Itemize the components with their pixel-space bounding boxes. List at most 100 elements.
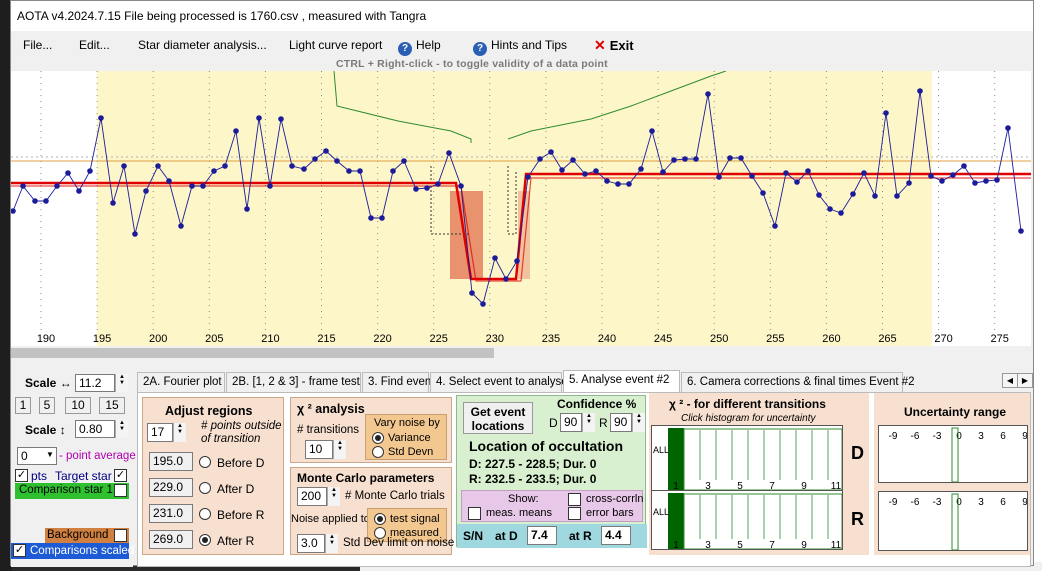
- data-point: [705, 91, 711, 97]
- background-row: [45, 528, 129, 543]
- trials-spinner[interactable]: ▲ ▼: [327, 487, 340, 506]
- data-point: [32, 198, 38, 204]
- data-point: [514, 258, 520, 264]
- points-outside-input[interactable]: 17: [147, 423, 173, 442]
- error-bars-checkbox[interactable]: [568, 507, 581, 520]
- meas-means-checkbox[interactable]: [468, 507, 481, 520]
- before-r-radio[interactable]: [199, 508, 211, 520]
- comparison-star-checkbox[interactable]: [114, 484, 127, 497]
- stddev-limit-spinner[interactable]: ▲ ▼: [325, 534, 338, 553]
- tab-camera-corrections[interactable]: 6. Camera corrections & final times Even…: [681, 372, 915, 392]
- data-point: [972, 180, 978, 186]
- sn-at-d-value: 7.4: [527, 526, 557, 545]
- chi-transitions-title: χ ² - for different transitions: [669, 397, 826, 411]
- d-chi-histogram[interactable]: 1 3 5 7 9 11: [651, 425, 843, 491]
- scrollbar-thumb[interactable]: [11, 348, 494, 358]
- data-point: [435, 181, 441, 187]
- chevron-down-icon[interactable]: ▼: [46, 450, 54, 459]
- cross-corrln-checkbox[interactable]: [568, 493, 581, 506]
- data-point: [983, 178, 989, 184]
- points-outside-spinner[interactable]: ▲ ▼: [173, 423, 186, 442]
- get-event-locations-button[interactable]: Get event locations: [463, 402, 533, 434]
- data-point: [861, 170, 867, 176]
- data-point: [638, 166, 644, 172]
- d-alt-model: [430, 166, 471, 235]
- tab-frame-test[interactable]: 2B. [1, 2 & 3] - frame test: [226, 372, 361, 392]
- uncertainty-tick-label: 9: [1022, 497, 1028, 508]
- light-curve-plot[interactable]: 190 195 200 205 210 215 220 225 230 235 240 245 250 2…: [11, 71, 1031, 346]
- data-point: [928, 173, 934, 179]
- scale-v-label: Scale ↕: [25, 423, 66, 437]
- confidence-r-spinner[interactable]: ▲ ▼: [632, 413, 645, 432]
- menu-light-curve-report[interactable]: Light curve report: [289, 38, 383, 52]
- d-histogram-ticks: 1 3 5 7 9 11: [673, 430, 842, 491]
- stddev-limit-input[interactable]: 3.0: [297, 534, 325, 553]
- stddev-limit-label: Std Dev limit on noise: [343, 537, 455, 549]
- transitions-label: # transitions: [297, 424, 360, 436]
- tab-fourier-plot[interactable]: 2A. Fourier plot: [137, 372, 225, 392]
- x-tick-label: 240: [598, 333, 616, 345]
- data-point: [110, 200, 116, 206]
- comparisons-scaled-checkbox[interactable]: ✓: [13, 544, 26, 557]
- r-chi-histogram[interactable]: 1 3 5 7 9 11: [651, 490, 843, 550]
- average-points-select[interactable]: 0: [17, 447, 57, 465]
- data-point: [660, 169, 666, 175]
- menu-help[interactable]: ? Help: [398, 38, 441, 56]
- background-checkbox[interactable]: [114, 529, 127, 542]
- scale-button-5[interactable]: 5: [39, 397, 55, 414]
- pts-checkbox[interactable]: ✓: [15, 469, 28, 482]
- tab-scroll-right-icon[interactable]: ▶: [1017, 373, 1033, 388]
- tab-find-events[interactable]: 3. Find events: [362, 372, 440, 392]
- x-tick-label: 195: [93, 333, 111, 345]
- stddevn-radio[interactable]: [372, 446, 384, 458]
- scale-h-input[interactable]: 11.2: [75, 374, 115, 392]
- confidence-r-select[interactable]: 90: [610, 413, 632, 432]
- tab-scroll-left-icon[interactable]: ◀: [1002, 373, 1018, 388]
- trials-input[interactable]: 200: [297, 487, 327, 506]
- confidence-d-select[interactable]: 90: [560, 413, 582, 432]
- menu-exit[interactable]: ✕ Exit: [594, 37, 634, 54]
- menu-hints-label: Hints and Tips: [491, 38, 568, 52]
- scale-button-15[interactable]: 15: [99, 397, 125, 414]
- scale-h-spinner[interactable]: ▲ ▼: [115, 374, 128, 392]
- scale-v-spinner[interactable]: ▲ ▼: [115, 420, 128, 438]
- before-d-radio[interactable]: [199, 456, 211, 468]
- scale-button-10[interactable]: 10: [65, 397, 91, 414]
- target-star-checkbox[interactable]: ✓: [114, 469, 127, 482]
- menu-hints[interactable]: ? Hints and Tips: [473, 38, 567, 56]
- d-uncertainty-bar: [951, 427, 959, 482]
- menu-star-diameter[interactable]: Star diameter analysis...: [138, 38, 267, 52]
- data-point: [256, 115, 262, 121]
- transitions-spinner[interactable]: ▲ ▼: [333, 440, 346, 459]
- confidence-d-spinner[interactable]: ▲ ▼: [582, 413, 595, 432]
- after-r-radio[interactable]: [199, 534, 211, 546]
- data-point: [816, 192, 822, 198]
- data-point: [894, 193, 900, 199]
- r-row-label: R: [851, 509, 864, 529]
- measured-radio[interactable]: [374, 527, 386, 539]
- histogram-tick-label: 1: [673, 481, 679, 491]
- r-uncertainty-ticks: -9 -6 -3 0 3 6 9: [889, 497, 1028, 508]
- transitions-input[interactable]: 10: [305, 440, 333, 459]
- test-signal-radio[interactable]: [374, 513, 386, 525]
- data-point: [716, 174, 722, 180]
- menu-file[interactable]: File...: [23, 38, 53, 52]
- analysis-tabs: 2A. Fourier plot 2B. [1, 2 & 3] - frame …: [137, 370, 1033, 392]
- r-all-label: ALL: [653, 507, 670, 517]
- tab-select-event[interactable]: 4. Select event to analyse: [430, 372, 568, 392]
- data-point: [582, 171, 588, 177]
- scale-button-1[interactable]: 1: [15, 397, 31, 414]
- data-point: [11, 208, 16, 214]
- menu-edit[interactable]: Edit...: [79, 38, 110, 52]
- data-point: [906, 180, 912, 186]
- data-point: [738, 155, 744, 161]
- uncertainty-tick-label: -6: [911, 431, 920, 442]
- scale-v-input[interactable]: 0.80: [75, 420, 115, 438]
- variance-radio[interactable]: [372, 432, 384, 444]
- histogram-tick-label: 5: [737, 540, 743, 550]
- green-curve-right: [507, 71, 727, 140]
- adjust-regions-title: Adjust regions: [165, 404, 253, 418]
- after-d-radio[interactable]: [199, 482, 211, 494]
- tab-analyse-event[interactable]: 5. Analyse event #2: [563, 370, 680, 392]
- comparison-star-row: [15, 483, 129, 499]
